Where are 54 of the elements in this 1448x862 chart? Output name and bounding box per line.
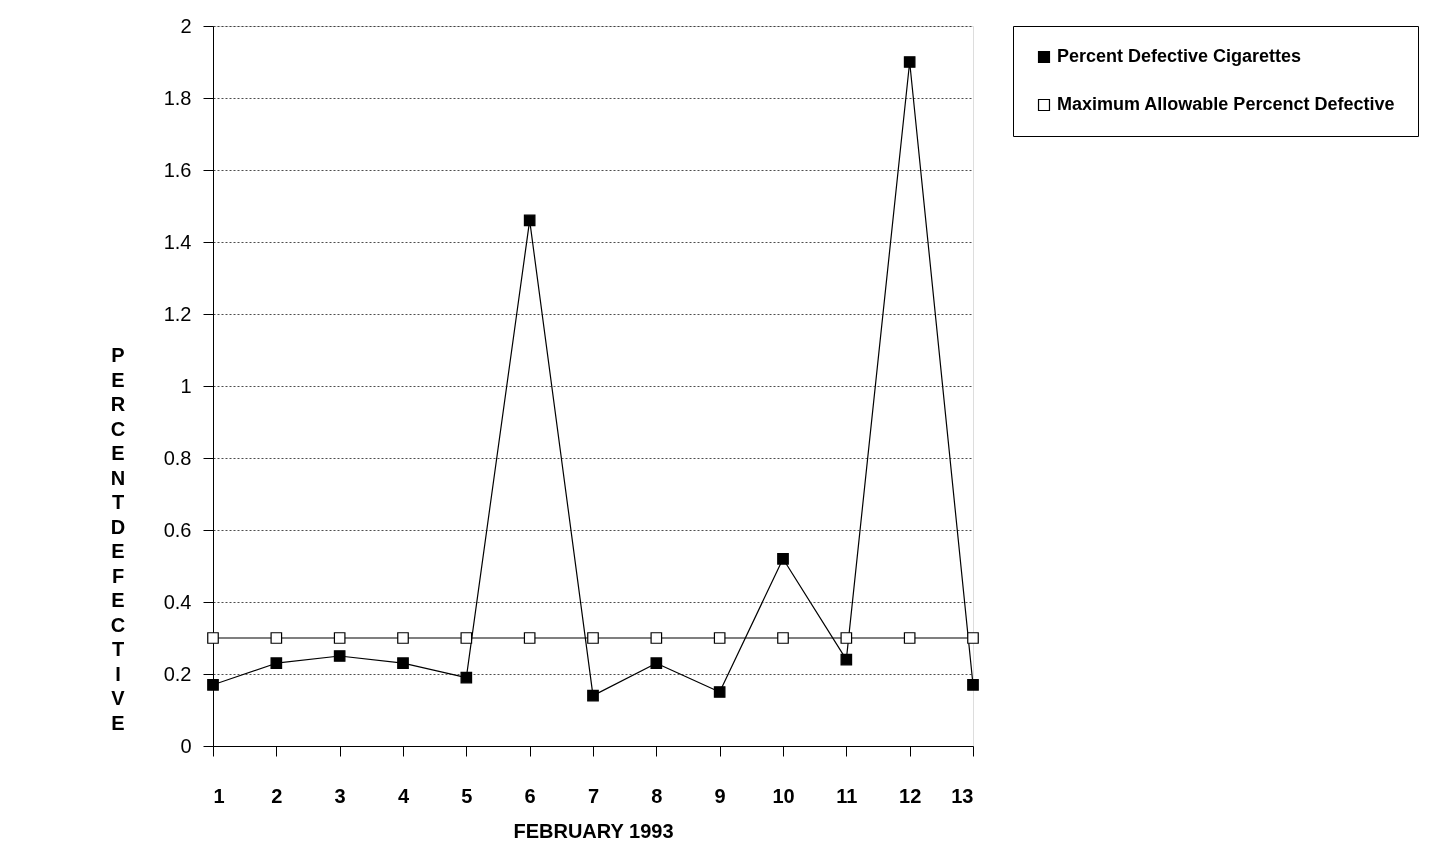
y-tick-label: 0.2 <box>163 662 192 685</box>
point <box>777 632 789 644</box>
point <box>650 657 663 670</box>
point <box>777 552 789 565</box>
point <box>587 689 599 702</box>
x-tick-label: 10 <box>772 784 795 807</box>
x-tick-label: 3 <box>334 784 346 807</box>
x-tick-label: 9 <box>714 784 726 807</box>
x-tick-label: 13 <box>951 784 974 807</box>
point <box>903 632 916 644</box>
y-tick-label: 1.8 <box>163 86 192 109</box>
point <box>270 632 283 644</box>
y-tick-label: 1.4 <box>163 230 192 253</box>
y-tick-label: 2 <box>180 14 192 37</box>
x-tick-label: 8 <box>651 784 663 807</box>
point <box>523 632 536 644</box>
point <box>397 657 409 670</box>
x-tick-label: 7 <box>587 784 600 807</box>
point <box>967 632 979 644</box>
point <box>460 632 473 644</box>
point <box>333 632 346 644</box>
y-tick-label: 0.8 <box>163 446 192 469</box>
x-tick-label: 4 <box>397 784 410 807</box>
y-tick-label: 0 <box>180 734 192 757</box>
legend-label: Percent Defective Cigarettes <box>1057 46 1302 66</box>
x-tick-label: 6 <box>524 784 536 807</box>
x-axis-title: FEBRUARY 1993 <box>513 819 674 842</box>
point <box>650 632 663 644</box>
point <box>270 657 283 670</box>
x-tick-label: 11 <box>836 784 858 807</box>
point <box>207 678 219 691</box>
point <box>523 214 536 227</box>
legend-label: Maximum Allowable Percenct Defective <box>1057 94 1395 114</box>
x-tick-label: 5 <box>461 784 473 807</box>
y-tick-label: 1.2 <box>163 302 192 325</box>
y-tick-label: 1 <box>180 374 192 397</box>
y-tick-label: 1.6 <box>163 158 192 181</box>
point <box>903 56 916 68</box>
text: PERCENT DEFECTIVE <box>110 344 126 734</box>
x-tick-label: 2 <box>271 784 283 807</box>
x-tick-label: 12 <box>899 784 922 807</box>
y-tick-label: 0.6 <box>163 518 192 541</box>
point <box>713 686 726 698</box>
x-tick-label: 1 <box>213 784 225 807</box>
y-tick-label: 0.4 <box>163 590 192 613</box>
point <box>840 632 853 644</box>
point <box>713 632 726 644</box>
point <box>333 650 346 662</box>
point <box>207 632 219 644</box>
point <box>840 653 853 666</box>
point <box>460 671 473 684</box>
point <box>397 632 409 644</box>
point <box>587 632 599 644</box>
point <box>967 678 979 691</box>
